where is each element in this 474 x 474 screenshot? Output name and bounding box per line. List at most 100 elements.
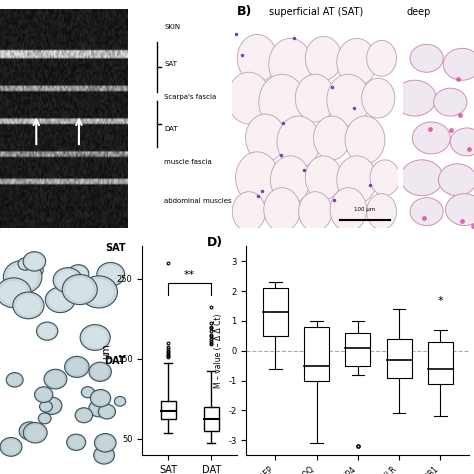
Y-axis label: M – value (– Δ Δ Ct): M – value (– Δ Δ Ct) xyxy=(214,313,223,388)
Text: SKIN: SKIN xyxy=(164,24,181,30)
Circle shape xyxy=(25,254,44,269)
Circle shape xyxy=(64,356,89,377)
Circle shape xyxy=(246,114,285,162)
Circle shape xyxy=(48,290,72,310)
Text: abdominal muscles: abdominal muscles xyxy=(164,198,232,204)
Circle shape xyxy=(44,369,67,389)
Circle shape xyxy=(7,264,38,290)
Text: B): B) xyxy=(237,5,253,18)
Circle shape xyxy=(269,38,312,90)
Text: 100 μm: 100 μm xyxy=(355,207,375,211)
Text: deep: deep xyxy=(406,7,431,17)
Y-axis label: μm: μm xyxy=(101,343,111,359)
Circle shape xyxy=(39,401,53,412)
Circle shape xyxy=(264,188,301,231)
Circle shape xyxy=(277,116,320,168)
Circle shape xyxy=(116,398,125,405)
Circle shape xyxy=(434,88,467,116)
Circle shape xyxy=(232,191,265,231)
Circle shape xyxy=(6,373,23,387)
Text: superficial AT (SAT): superficial AT (SAT) xyxy=(268,7,363,17)
Circle shape xyxy=(89,400,109,417)
Circle shape xyxy=(362,78,395,118)
Circle shape xyxy=(450,128,474,156)
Circle shape xyxy=(412,122,450,154)
Circle shape xyxy=(82,388,93,397)
Circle shape xyxy=(19,422,40,440)
Text: muscle fascia: muscle fascia xyxy=(164,159,212,165)
Circle shape xyxy=(89,362,111,382)
Circle shape xyxy=(36,322,58,340)
Circle shape xyxy=(41,402,51,411)
Circle shape xyxy=(39,324,55,338)
Circle shape xyxy=(393,80,436,116)
Text: SAT: SAT xyxy=(105,243,126,253)
Circle shape xyxy=(36,388,51,401)
Text: SAT: SAT xyxy=(164,61,177,67)
Circle shape xyxy=(23,422,47,443)
Circle shape xyxy=(23,252,46,271)
Circle shape xyxy=(370,160,400,196)
Circle shape xyxy=(367,194,396,229)
FancyBboxPatch shape xyxy=(387,339,411,378)
Text: D): D) xyxy=(206,236,222,249)
Circle shape xyxy=(259,74,305,130)
Circle shape xyxy=(46,287,75,312)
Circle shape xyxy=(98,404,116,419)
Circle shape xyxy=(337,156,376,204)
Circle shape xyxy=(91,401,107,415)
Circle shape xyxy=(42,397,62,414)
Circle shape xyxy=(38,413,51,424)
Circle shape xyxy=(75,408,92,423)
FancyBboxPatch shape xyxy=(304,327,329,381)
Circle shape xyxy=(97,263,125,286)
Circle shape xyxy=(26,425,45,441)
Text: DAT: DAT xyxy=(105,356,126,366)
Circle shape xyxy=(330,188,367,231)
Circle shape xyxy=(97,436,114,450)
Circle shape xyxy=(299,191,332,231)
FancyBboxPatch shape xyxy=(346,333,370,365)
Circle shape xyxy=(66,278,94,301)
Circle shape xyxy=(13,292,44,319)
Circle shape xyxy=(91,364,109,380)
Circle shape xyxy=(62,274,97,305)
Circle shape xyxy=(305,156,342,200)
Circle shape xyxy=(91,390,111,407)
Circle shape xyxy=(69,436,84,449)
Circle shape xyxy=(84,279,114,305)
Circle shape xyxy=(410,198,443,226)
Circle shape xyxy=(446,194,474,226)
Circle shape xyxy=(70,266,87,281)
Circle shape xyxy=(40,414,50,423)
Text: **: ** xyxy=(184,270,195,280)
Circle shape xyxy=(77,409,91,421)
Circle shape xyxy=(236,152,279,204)
Circle shape xyxy=(18,258,33,270)
Text: DAT: DAT xyxy=(164,127,178,132)
Circle shape xyxy=(438,164,474,196)
Circle shape xyxy=(337,38,376,86)
Text: *: * xyxy=(438,296,443,306)
Circle shape xyxy=(327,74,370,126)
FancyBboxPatch shape xyxy=(161,401,175,419)
Circle shape xyxy=(237,35,277,82)
Text: Scarpa's fascia: Scarpa's fascia xyxy=(164,94,217,100)
Circle shape xyxy=(27,264,41,276)
Circle shape xyxy=(92,391,109,405)
Circle shape xyxy=(8,374,21,386)
Circle shape xyxy=(68,264,89,283)
Circle shape xyxy=(53,268,82,293)
Circle shape xyxy=(96,448,112,462)
Circle shape xyxy=(80,276,118,308)
Circle shape xyxy=(100,265,122,284)
Circle shape xyxy=(2,439,20,455)
Circle shape xyxy=(83,286,102,302)
Circle shape xyxy=(367,40,396,76)
Circle shape xyxy=(46,371,64,387)
Circle shape xyxy=(19,259,31,269)
Circle shape xyxy=(67,358,87,375)
Circle shape xyxy=(114,396,126,406)
Circle shape xyxy=(56,270,80,290)
Circle shape xyxy=(295,74,335,122)
